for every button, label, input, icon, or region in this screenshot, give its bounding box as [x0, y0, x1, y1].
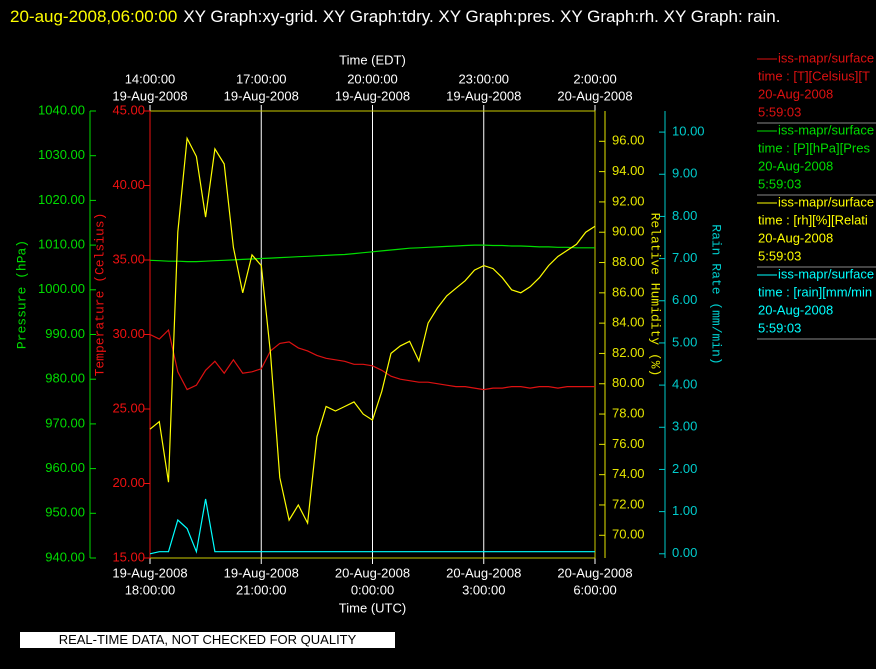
- y-tick-label: 1000.00: [38, 281, 85, 296]
- series-line: [149, 136, 596, 526]
- y-tick-label: 76.00: [612, 436, 645, 451]
- legend-name: iss-mapr/surface: [778, 50, 874, 65]
- x-axis-title: Time (UTC): [339, 600, 406, 615]
- series-line: [149, 328, 595, 391]
- x2-tick-label: 19-Aug-2008: [446, 88, 521, 103]
- y-tick-label: 72.00: [612, 496, 645, 511]
- y-tick-label: 15.00: [112, 549, 145, 564]
- x2-tick-label: 14:00:00: [125, 71, 176, 86]
- legend-time: 5:59:03: [758, 176, 801, 191]
- legend-time: 5:59:03: [758, 248, 801, 263]
- x-tick-label: 6:00:00: [573, 582, 616, 597]
- x2-tick-label: 19-Aug-2008: [335, 88, 410, 103]
- y-tick-label: 2.00: [672, 461, 697, 476]
- y-tick-label: 82.00: [612, 345, 645, 360]
- legend-date: 20-Aug-2008: [758, 158, 833, 173]
- y-tick-label: 70.00: [612, 527, 645, 542]
- y-tick-label: 35.00: [112, 251, 145, 266]
- y-tick-label: 8.00: [672, 208, 697, 223]
- x-tick-label: 19-Aug-2008: [112, 565, 187, 580]
- y-tick-label: 94.00: [612, 163, 645, 178]
- legend-name: iss-mapr/surface: [778, 122, 874, 137]
- y-tick-label: 9.00: [672, 166, 697, 181]
- y-tick-label: 960.00: [45, 460, 85, 475]
- x-tick-label: 20-Aug-2008: [557, 565, 632, 580]
- y-tick-label: 1010.00: [38, 237, 85, 252]
- x-tick-label: 18:00:00: [125, 582, 176, 597]
- legend-label: time : [P][hPa][Pres: [758, 140, 870, 155]
- series-line: [149, 498, 595, 555]
- y-tick-label: 20.00: [112, 475, 145, 490]
- legend-name: iss-mapr/surface: [778, 266, 874, 281]
- legend-name: iss-mapr/surface: [778, 194, 874, 209]
- x-tick-label: 19-Aug-2008: [224, 565, 299, 580]
- y-tick-label: 990.00: [45, 326, 85, 341]
- quality-note: REAL-TIME DATA, NOT CHECKED FOR QUALITY: [20, 632, 395, 648]
- y-tick-label: 950.00: [45, 505, 85, 520]
- header: 20-aug-2008,06:00:00 XY Graph:xy-grid. XY…: [10, 2, 860, 31]
- x2-tick-label: 23:00:00: [458, 71, 509, 86]
- y-tick-label: 1.00: [672, 503, 697, 518]
- y-tick-label: 92.00: [612, 193, 645, 208]
- y-tick-label: 5.00: [672, 334, 697, 349]
- x2-tick-label: 20-Aug-2008: [557, 88, 632, 103]
- x-tick-label: 0:00:00: [351, 582, 394, 597]
- x-tick-label: 20-Aug-2008: [446, 565, 521, 580]
- y-tick-label: 88.00: [612, 254, 645, 269]
- legend-label: time : [T][Celsius][T: [758, 68, 870, 83]
- y-tick-label: 1020.00: [38, 192, 85, 207]
- y-tick-label: 25.00: [112, 400, 145, 415]
- y-tick-label: 7.00: [672, 250, 697, 265]
- legend-time: 5:59:03: [758, 320, 801, 335]
- y-axis-title: Temperature (Celsius): [92, 213, 107, 377]
- x2-tick-label: 19-Aug-2008: [112, 88, 187, 103]
- y-tick-label: 90.00: [612, 224, 645, 239]
- y-tick-label: 980.00: [45, 371, 85, 386]
- y-axis-title: Pressure (hPa): [14, 240, 29, 349]
- y-tick-label: 30.00: [112, 326, 145, 341]
- y-tick-label: 78.00: [612, 405, 645, 420]
- y-tick-label: 74.00: [612, 466, 645, 481]
- x-tick-label: 20-Aug-2008: [335, 565, 410, 580]
- legend-time: 5:59:03: [758, 104, 801, 119]
- y-tick-label: 86.00: [612, 284, 645, 299]
- legend-label: time : [rh][%][Relati: [758, 212, 868, 227]
- legend-date: 20-Aug-2008: [758, 302, 833, 317]
- y-tick-label: 0.00: [672, 545, 697, 560]
- y-tick-label: 4.00: [672, 377, 697, 392]
- y-tick-label: 84.00: [612, 315, 645, 330]
- x2-tick-label: 19-Aug-2008: [224, 88, 299, 103]
- y-tick-label: 970.00: [45, 415, 85, 430]
- y-axis-title: Rain Rate (mm/min): [709, 224, 724, 364]
- x2-axis-title: Time (EDT): [339, 52, 406, 67]
- y-tick-label: 1030.00: [38, 147, 85, 162]
- x2-tick-label: 17:00:00: [236, 71, 287, 86]
- x2-tick-label: 20:00:00: [347, 71, 398, 86]
- y-tick-label: 940.00: [45, 549, 85, 564]
- y-axis-title: Relative Humidity (%): [648, 213, 663, 377]
- legend-date: 20-Aug-2008: [758, 230, 833, 245]
- y-tick-label: 6.00: [672, 292, 697, 307]
- y-tick-label: 80.00: [612, 375, 645, 390]
- y-tick-label: 3.00: [672, 419, 697, 434]
- x-tick-label: 3:00:00: [462, 582, 505, 597]
- timestamp: 20-aug-2008,06:00:00: [10, 7, 178, 26]
- y-tick-label: 10.00: [672, 124, 705, 139]
- header-title: XY Graph:xy-grid. XY Graph:tdry. XY Grap…: [183, 7, 781, 26]
- legend-date: 20-Aug-2008: [758, 86, 833, 101]
- x2-tick-label: 2:00:00: [573, 71, 616, 86]
- y-tick-label: 40.00: [112, 177, 145, 192]
- y-tick-label: 1040.00: [38, 102, 85, 117]
- x-tick-label: 21:00:00: [236, 582, 287, 597]
- series-line: [149, 244, 595, 263]
- legend-label: time : [rain][mm/min: [758, 284, 872, 299]
- y-tick-label: 45.00: [112, 102, 145, 117]
- y-tick-label: 96.00: [612, 133, 645, 148]
